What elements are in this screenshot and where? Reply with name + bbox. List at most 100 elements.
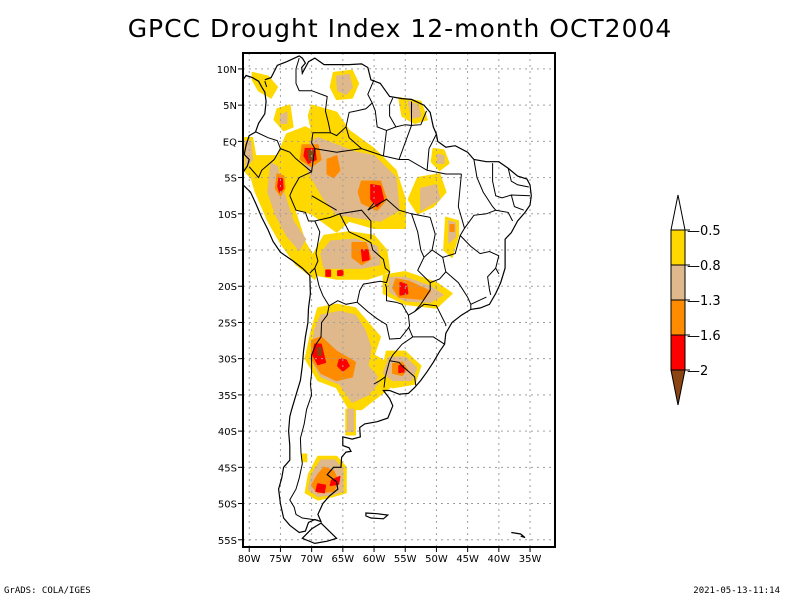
drought-regions-layer <box>243 69 460 501</box>
country-border <box>470 296 487 305</box>
colorbar-bottom-extension <box>670 369 686 406</box>
borders-layer <box>248 57 531 521</box>
y-tick-label: 25S <box>218 318 237 329</box>
country-border <box>289 171 321 274</box>
country-border <box>345 126 362 149</box>
x-tick-label: 80W <box>238 554 261 565</box>
y-tick-label: 15S <box>218 246 237 257</box>
drought-region-bolivia-west-red <box>325 269 332 277</box>
y-tick-label: 40S <box>218 427 237 438</box>
country-border <box>430 257 447 284</box>
country-border <box>280 148 316 173</box>
drought-region-colombia-nw <box>251 71 279 99</box>
drought-region-argentina-south-strip-tan <box>347 408 355 432</box>
country-border <box>412 336 445 345</box>
x-tick-label: 75W <box>269 554 292 565</box>
drought-region-bolivia-red <box>360 249 370 262</box>
country-border <box>492 163 531 199</box>
drought-region-chile-small <box>301 453 308 463</box>
coastline-layer <box>243 55 532 545</box>
colorbar-label: —2 <box>687 364 708 379</box>
drought-region-goias-orange <box>449 223 455 232</box>
x-tick-label: 45W <box>456 554 479 565</box>
country-border <box>411 110 427 126</box>
grads-credit: GrADS: COLA/IGES <box>4 586 91 596</box>
drought-region-venezuela-core <box>335 73 353 96</box>
y-tick-label: 5S <box>224 174 237 185</box>
drought-region-amazon-center-orange <box>326 155 341 179</box>
country-border <box>411 213 425 258</box>
colorbar-label: —1.3 <box>687 294 721 309</box>
country-border <box>389 360 417 386</box>
drought-region-argentina-brown <box>317 347 322 356</box>
country-border <box>426 133 437 171</box>
country-border <box>248 131 281 179</box>
drought-region-bolivia-west2-red <box>337 269 344 277</box>
south-georgia <box>511 531 526 539</box>
y-tick-label: 35S <box>218 391 237 402</box>
country-border <box>414 303 447 327</box>
y-tick-label: 10N <box>217 65 237 76</box>
timestamp: 2021-05-13-11:14 <box>693 586 780 596</box>
x-tick-label: 55W <box>394 554 417 565</box>
colorbar-label: —0.8 <box>687 259 721 274</box>
country-border <box>464 159 497 229</box>
tierra-del-fuego <box>301 522 338 545</box>
drought-region-argentina-red2 <box>337 357 350 372</box>
colorbar-segment <box>670 299 686 336</box>
colorbar: —0.5 —0.8 —1.3 —1.6 —2 <box>670 194 721 406</box>
x-tick-label: 50W <box>425 554 448 565</box>
y-tick-label: EQ <box>223 137 237 148</box>
colorbar-label: —1.6 <box>687 329 721 344</box>
country-border <box>507 168 529 188</box>
y-tick-label: 20S <box>218 282 237 293</box>
country-border <box>373 376 386 385</box>
country-border <box>314 213 391 307</box>
y-axis-ticks: 10N 5N EQ 5S 10S 15S 20S 25S 30S 35S 40S 45S 50S 55S <box>217 65 243 547</box>
country-border <box>429 217 436 251</box>
x-tick-label: 35W <box>519 554 542 565</box>
y-tick-label: 50S <box>218 500 237 511</box>
drought-region-pantanal-red <box>399 281 409 296</box>
colorbar-top-extension <box>670 194 686 231</box>
country-border <box>367 198 431 218</box>
country-border <box>495 209 514 222</box>
country-border <box>289 305 330 521</box>
country-border <box>330 79 375 137</box>
country-border <box>339 209 372 240</box>
country-border <box>371 97 397 132</box>
y-tick-label: 45S <box>218 463 237 474</box>
drought-region-maranhao-tan <box>436 153 445 164</box>
colorbar-segment <box>670 264 686 301</box>
coastline <box>243 55 532 534</box>
country-border <box>445 271 472 310</box>
country-border <box>487 267 497 296</box>
country-border <box>295 57 332 149</box>
country-border <box>367 202 375 211</box>
drought-region-peru-hotspot-red <box>277 176 284 193</box>
colorbar-label: —0.5 <box>687 224 721 239</box>
x-tick-label: 65W <box>332 554 355 565</box>
x-tick-label: 60W <box>363 554 386 565</box>
drought-region-ecuador-coast-tan <box>244 140 254 168</box>
drought-region-patagonia-red2 <box>315 483 327 494</box>
country-border <box>382 130 387 156</box>
drought-region-amazon-east-tan <box>420 184 441 211</box>
map-title: GPCC Drought Index 12-month OCT2004 <box>127 14 673 43</box>
y-tick-label: 10S <box>218 210 237 221</box>
x-tick-label: 70W <box>300 554 323 565</box>
country-border <box>264 81 268 88</box>
x-tick-label: 40W <box>488 554 511 565</box>
country-border <box>398 125 412 160</box>
colorbar-segment <box>670 229 686 266</box>
grid-lines <box>243 53 555 547</box>
country-border <box>459 235 500 275</box>
country-border <box>311 195 337 211</box>
map-frame <box>242 52 556 548</box>
falkland-islands <box>365 512 390 520</box>
y-tick-label: 30S <box>218 355 237 366</box>
y-tick-label: 5N <box>223 101 237 112</box>
colorbar-segment <box>670 334 686 371</box>
country-border <box>510 194 524 211</box>
